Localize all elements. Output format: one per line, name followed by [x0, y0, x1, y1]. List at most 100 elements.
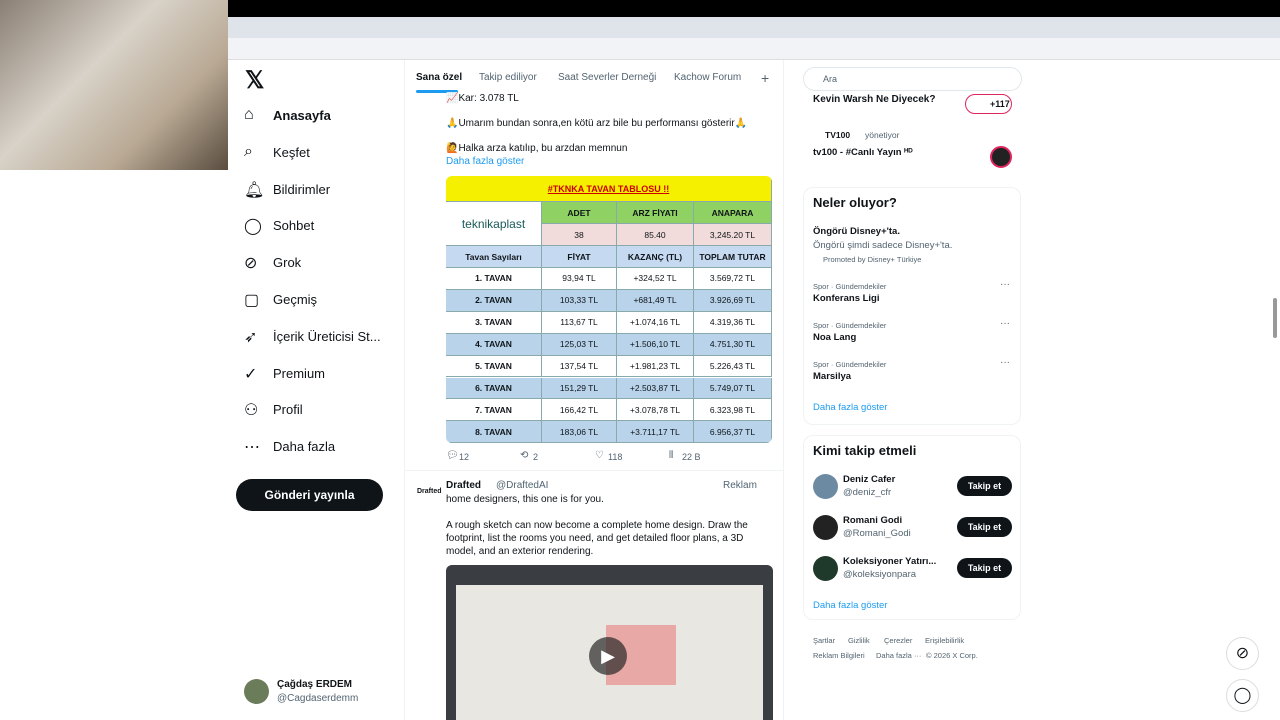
- nav-item[interactable]: Daha fazla: [273, 439, 336, 455]
- footer-link[interactable]: Erişilebilirlik: [925, 636, 965, 645]
- promo-label: Promoted by Disney+ Türkiye: [823, 255, 922, 264]
- more-link[interactable]: Daha fazla göster: [813, 600, 888, 611]
- divider: [404, 60, 405, 720]
- trend-context: Spor · Gündemdekiler: [813, 321, 887, 330]
- grok-button[interactable]: ⊘: [1226, 637, 1259, 670]
- nav-icon[interactable]: ▢: [244, 292, 260, 309]
- nav-icon[interactable]: ⌂: [244, 106, 254, 123]
- chat-button[interactable]: ◯: [1226, 679, 1259, 712]
- stat-icon[interactable]: ⟲: [520, 450, 529, 461]
- table-cell: 3,245.20 TL: [694, 224, 772, 246]
- card-title: Kimi takip etmeli: [813, 443, 917, 458]
- trend-title[interactable]: Konferans Ligi: [813, 293, 880, 304]
- trend-context: Spor · Gündemdekiler: [813, 282, 887, 291]
- table-cell: 137,54 TL: [542, 355, 617, 378]
- avatar: [813, 515, 838, 540]
- table-cell: 85.40: [617, 224, 694, 246]
- tab[interactable]: Sana özel: [416, 72, 463, 83]
- stat-count[interactable]: 2: [533, 452, 539, 462]
- avatar: [813, 474, 838, 499]
- follow-button[interactable]: Takip et: [957, 476, 1012, 496]
- follow-handle: @deniz_cfr: [843, 487, 892, 498]
- author: Drafted: [446, 480, 482, 491]
- more-link[interactable]: Daha fazla göster: [813, 402, 888, 413]
- follow-name[interactable]: Deniz Cafer: [843, 474, 896, 485]
- follow-name[interactable]: Koleksiyoner Yatırı...: [843, 556, 937, 567]
- more-menu[interactable]: ···: [1000, 279, 1010, 290]
- stat-icon[interactable]: 💬︎: [446, 450, 459, 461]
- nav-item[interactable]: Anasayfa: [273, 108, 331, 123]
- table-cell: 113,67 TL: [542, 311, 617, 334]
- table-cell: +3.078,78 TL: [617, 399, 694, 422]
- video[interactable]: ▶: [446, 565, 773, 720]
- nav-item[interactable]: Profil: [273, 402, 303, 418]
- webcam-overlay: [0, 0, 228, 170]
- table-header: KAZANÇ (TL): [617, 246, 694, 268]
- table-cell: +1.506,10 TL: [617, 333, 694, 356]
- footer-link[interactable]: Reklam Bilgileri: [813, 651, 865, 660]
- nav-item[interactable]: Keşfet: [273, 144, 310, 160]
- search-box[interactable]: [803, 67, 1022, 91]
- table-header: FİYAT: [542, 246, 617, 268]
- nav-item[interactable]: İçerik Üreticisi St...: [273, 328, 381, 344]
- footer-link[interactable]: Çerezler: [884, 636, 913, 645]
- table-cell: 4.319,36 TL: [694, 311, 772, 334]
- nav-icon[interactable]: ◯: [244, 218, 262, 236]
- tab[interactable]: Kachow Forum: [674, 72, 742, 83]
- search-placeholder[interactable]: Ara: [823, 74, 838, 84]
- table-cell: 3.569,72 TL: [694, 268, 772, 290]
- tab[interactable]: Saat Severler Derneği: [558, 72, 657, 83]
- table-cell: 5.226,43 TL: [694, 355, 772, 378]
- table-header: ADET: [542, 202, 617, 224]
- trend-context: Spor · Gündemdekiler: [813, 360, 887, 369]
- avatar-stack: +117: [965, 94, 1012, 114]
- nav-icon[interactable]: ⊘: [244, 255, 258, 273]
- nav-icon[interactable]: ⌕: [244, 142, 253, 160]
- nav-icon[interactable]: ⚇: [244, 402, 259, 420]
- follow-handle: @koleksiyonpara: [843, 569, 917, 580]
- stat-count[interactable]: 118: [608, 452, 623, 462]
- stat-count[interactable]: 12: [459, 452, 470, 462]
- nav-item[interactable]: Grok: [273, 255, 302, 271]
- table-cell: 4.751,30 TL: [694, 333, 772, 356]
- trend-title[interactable]: Noa Lang: [813, 332, 857, 343]
- more-menu[interactable]: ···: [1000, 357, 1010, 368]
- x-logo[interactable]: 𝕏: [245, 67, 265, 94]
- nav-icon[interactable]: 🔔︎: [244, 181, 265, 199]
- footer-link[interactable]: © 2026 X Corp.: [926, 651, 978, 660]
- add-tab[interactable]: +: [761, 70, 770, 86]
- nav-item[interactable]: Geçmiş: [273, 292, 318, 307]
- more-menu[interactable]: ···: [1000, 318, 1010, 329]
- promo-title[interactable]: Öngörü Disney+'ta.: [813, 226, 900, 237]
- nav-item[interactable]: Bildirimler: [273, 181, 331, 197]
- table-cell: 183,06 TL: [542, 421, 617, 443]
- nav-item[interactable]: Sohbet: [273, 218, 315, 234]
- divider: [783, 60, 784, 720]
- table-header: ARZ FİYATI: [617, 202, 694, 224]
- card-title: Neler oluyor?: [813, 195, 897, 210]
- footer-link[interactable]: Gizlilik: [848, 636, 870, 645]
- stat-icon[interactable]: ♡: [595, 450, 604, 461]
- more-link[interactable]: Daha fazla göster: [446, 156, 525, 167]
- follow-name[interactable]: Romani Godi: [843, 515, 903, 526]
- table-cell: +3.711,17 TL: [617, 421, 694, 443]
- table-header: TOPLAM TUTAR: [694, 246, 772, 268]
- nav-item[interactable]: Premium: [273, 365, 326, 381]
- footer-link[interactable]: Daha fazla ···: [876, 651, 922, 660]
- live-title[interactable]: tv100 - #Canlı Yayın ᴴᴰ: [813, 147, 913, 158]
- stat-icon[interactable]: ⫴: [669, 450, 674, 461]
- tab[interactable]: Takip ediliyor: [479, 72, 537, 83]
- nav-icon[interactable]: ⋯: [244, 439, 260, 457]
- post-button[interactable]: Gönderi yayınla: [236, 479, 383, 511]
- nav-icon[interactable]: ➶: [244, 328, 258, 346]
- follow-button[interactable]: Takip et: [957, 517, 1012, 537]
- scrollbar: [1273, 298, 1277, 338]
- table-cell: +324,52 TL: [617, 268, 694, 290]
- footer-link[interactable]: Şartlar: [813, 636, 836, 645]
- nav-icon[interactable]: ✓: [244, 365, 258, 383]
- follow-button[interactable]: Takip et: [957, 558, 1012, 578]
- trend-title[interactable]: Marsilya: [813, 371, 852, 382]
- stat-count[interactable]: 22 B: [682, 452, 701, 462]
- trend-title[interactable]: Kevin Warsh Ne Diyecek?: [813, 94, 936, 105]
